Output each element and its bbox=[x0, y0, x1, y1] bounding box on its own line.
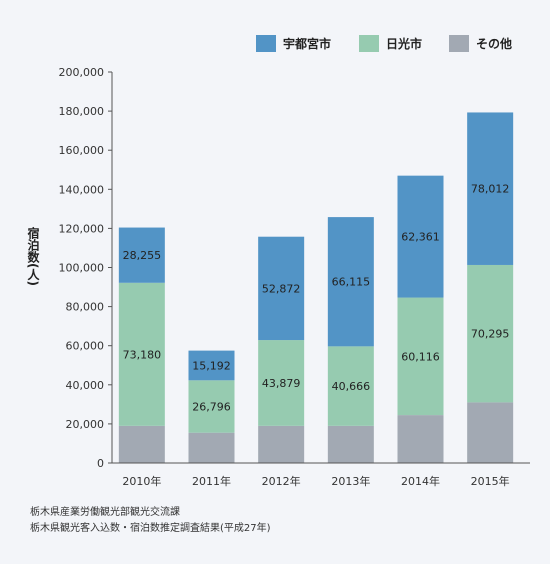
x-tick-label: 2012年 bbox=[262, 474, 301, 488]
x-tick-label: 2011年 bbox=[192, 474, 231, 488]
legend: 宇都宮市 日光市 その他 bbox=[256, 35, 512, 52]
bar-segment bbox=[467, 264, 514, 403]
bar-segment bbox=[467, 402, 514, 463]
bar-segment bbox=[327, 217, 374, 347]
legend-label: 宇都宮市 bbox=[283, 36, 331, 51]
y-tick-label: 0 bbox=[97, 457, 104, 470]
bar-segment bbox=[188, 380, 235, 433]
bars: 73,180 28,255 26,796 15,192 43,879 52,872 40,6… bbox=[118, 112, 514, 463]
bar-segment bbox=[118, 227, 165, 283]
bar-segment bbox=[327, 346, 374, 426]
source-notes: 栃木県産業労働観光部観光交流課 栃木県観光客入込数・宿泊数推定調査結果(平成27… bbox=[30, 505, 271, 537]
x-axis: 2010年 2011年 2012年 2013年 2014年 2015年 bbox=[112, 462, 530, 488]
legend-swatch bbox=[449, 35, 469, 52]
data-label: 60,116 bbox=[401, 350, 440, 363]
data-label: 78,012 bbox=[471, 183, 510, 196]
data-label: 15,192 bbox=[192, 359, 231, 372]
data-label: 43,879 bbox=[262, 377, 301, 390]
bar-segment bbox=[467, 112, 514, 265]
bar-segment bbox=[188, 432, 235, 463]
data-label: 40,666 bbox=[332, 380, 371, 393]
data-label: 26,796 bbox=[192, 401, 231, 414]
bar-segment bbox=[258, 340, 305, 426]
legend-label: 日光市 bbox=[386, 36, 422, 51]
x-tick-label: 2010年 bbox=[122, 474, 161, 488]
y-axis: 0 20,000 40,000 60,000 80,000 100,000 120,000 1… bbox=[59, 66, 113, 470]
source-note-2: 栃木県観光客入込数・宿泊数推定調査結果(平成27年) bbox=[30, 523, 271, 534]
legend-label: その他 bbox=[476, 36, 512, 51]
bar-segment bbox=[397, 297, 444, 416]
bar-segment bbox=[118, 425, 165, 463]
y-tick-label: 160,000 bbox=[59, 144, 105, 157]
y-tick-label: 140,000 bbox=[59, 183, 105, 196]
bar-segment bbox=[258, 425, 305, 463]
data-label: 52,872 bbox=[262, 282, 301, 295]
y-tick-label: 180,000 bbox=[59, 105, 105, 118]
y-tick-label: 120,000 bbox=[59, 222, 105, 235]
y-tick-label: 40,000 bbox=[66, 379, 105, 392]
y-tick-label: 200,000 bbox=[59, 66, 105, 79]
y-tick-label: 80,000 bbox=[66, 301, 105, 314]
bar-segment bbox=[188, 350, 235, 381]
x-tick-label: 2014年 bbox=[401, 474, 440, 488]
bar-segment bbox=[118, 282, 165, 426]
data-label: 73,180 bbox=[123, 348, 162, 361]
source-note-1: 栃木県産業労働観光部観光交流課 bbox=[30, 507, 180, 518]
legend-swatch bbox=[256, 35, 276, 52]
data-label: 62,361 bbox=[401, 231, 440, 244]
y-tick-label: 60,000 bbox=[66, 340, 105, 353]
x-tick-label: 2013年 bbox=[331, 474, 370, 488]
data-label: 66,115 bbox=[332, 276, 371, 289]
data-label: 28,255 bbox=[123, 249, 162, 262]
legend-swatch bbox=[359, 35, 379, 52]
y-tick-label: 20,000 bbox=[66, 418, 105, 431]
bar-segment bbox=[327, 425, 374, 463]
stacked-bar-chart: 宇都宮市 日光市 その他 0 20,000 40,000 60,000 80,000 100,… bbox=[26, 35, 530, 488]
y-axis-title: 宿泊数(人) bbox=[26, 226, 40, 286]
data-label: 70,295 bbox=[471, 328, 510, 341]
x-tick-label: 2015年 bbox=[471, 474, 510, 488]
bar-segment bbox=[397, 175, 444, 298]
bar-segment bbox=[397, 415, 444, 463]
y-tick-label: 100,000 bbox=[59, 262, 105, 275]
bar-segment bbox=[258, 236, 305, 341]
